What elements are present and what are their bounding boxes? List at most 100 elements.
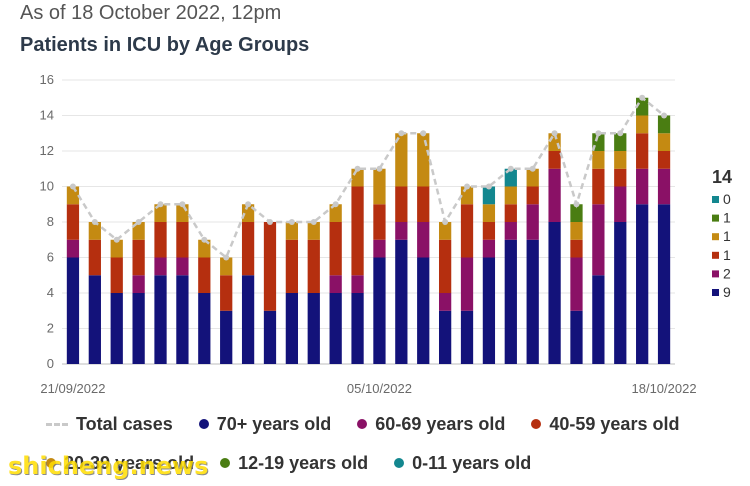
bar-segment-age-20-39	[373, 168, 386, 205]
bar-segment-age-20-39	[307, 222, 320, 240]
bar-segment-age-20-39	[285, 222, 299, 240]
bar-segment-age-40-59	[329, 222, 342, 276]
bar-segment-age-70-plus	[307, 293, 320, 364]
bar-segment-age-40-59	[438, 239, 452, 293]
bar-segment-age-70-plus	[220, 310, 233, 364]
bar-segment-age-70-plus	[132, 293, 145, 364]
bar-segment-age-60-69	[395, 222, 408, 240]
total-cases-point	[464, 183, 471, 190]
legend-item-age-0-11[interactable]: 0-11 years old	[394, 453, 531, 474]
bar-segment-age-12-19	[636, 97, 649, 116]
legend-label: 70+ years old	[216, 413, 332, 434]
bar-segment-age-40-59	[395, 186, 408, 222]
watermark: shicheng.news	[8, 452, 209, 480]
bar-segment-age-70-plus	[373, 257, 386, 364]
legend-item-age-60-69[interactable]: 60-69 years old	[357, 414, 505, 435]
total-cases-point	[551, 130, 558, 137]
bar-segment-age-40-59	[132, 239, 145, 276]
side-panel-total: 14	[712, 167, 732, 187]
bar-segment-age-40-59	[657, 151, 671, 169]
bar-segment-age-40-59	[526, 186, 539, 205]
total-cases-point	[201, 236, 208, 243]
bar-segment-age-20-39	[504, 186, 517, 205]
bar-segment-age-70-plus	[526, 239, 539, 364]
bar-segment-age-20-39	[614, 151, 627, 169]
bar-segment-age-70-plus	[110, 293, 123, 364]
legend-dot-icon	[220, 458, 231, 468]
bar-segment-age-60-69	[482, 239, 496, 258]
side-panel-swatch	[712, 233, 719, 241]
bar-segment-age-20-39	[636, 115, 649, 134]
y-tick-label: 6	[47, 250, 54, 265]
total-cases-point	[135, 219, 142, 225]
legend-item-age-70-plus[interactable]: 70+ years old	[198, 413, 332, 435]
side-panel-swatch	[712, 196, 719, 203]
bar-segment-age-20-39	[417, 133, 430, 187]
y-tick-label: 16	[40, 72, 54, 87]
bar-segment-age-40-59	[636, 133, 649, 169]
total-cases-point	[529, 165, 536, 172]
total-cases-point	[376, 165, 383, 172]
bar-segment-age-60-69	[504, 222, 517, 240]
side-panel-swatch	[712, 289, 719, 296]
total-cases-point	[507, 165, 514, 172]
bar-segment-age-70-plus	[66, 257, 80, 364]
bar-segment-age-60-69	[329, 275, 342, 293]
y-tick-label: 0	[47, 356, 54, 371]
bar-segment-age-70-plus	[88, 275, 101, 364]
total-cases-point	[573, 201, 580, 208]
bar-segment-age-70-plus	[438, 310, 452, 364]
legend-label: 40-59 years old	[549, 413, 680, 434]
side-panel-swatch	[712, 270, 719, 278]
side-panel-swatch	[712, 214, 719, 222]
bar-segment-age-0-11	[482, 186, 496, 205]
bar-segment-age-70-plus	[285, 293, 299, 364]
y-tick-label: 4	[47, 285, 54, 300]
bar-segment-age-40-59	[504, 204, 517, 222]
bar-segment-age-40-59	[548, 151, 561, 169]
bar-segment-age-60-69	[373, 239, 386, 258]
y-tick-label: 2	[47, 321, 54, 336]
total-cases-point	[595, 130, 602, 137]
bar-segment-age-20-39	[395, 133, 408, 187]
bar-segment-age-60-69	[592, 204, 605, 276]
bar-segment-age-20-39	[154, 204, 167, 222]
side-panel-value: 1	[723, 210, 731, 226]
bar-segment-age-12-19	[657, 115, 671, 134]
legend-item-total[interactable]: Total cases	[46, 414, 173, 435]
bar-segment-age-40-59	[614, 168, 627, 187]
bar-segment-age-60-69	[351, 275, 364, 293]
bar-segment-age-60-69	[636, 168, 649, 205]
total-cases-point	[332, 201, 339, 208]
legend-item-age-20-39[interactable]: 20-39 years old	[46, 453, 194, 474]
y-tick-label: 12	[40, 143, 54, 158]
bar-segment-age-40-59	[88, 239, 101, 276]
bar-segment-age-40-59	[460, 204, 474, 258]
bar-segment-age-70-plus	[460, 310, 474, 364]
legend-item-age-40-59[interactable]: 40-59 years old	[531, 414, 679, 435]
bar-segment-age-20-39	[482, 204, 496, 222]
total-cases-point	[617, 130, 624, 137]
bar-segment-age-20-39	[329, 204, 342, 222]
bar-segment-age-60-69	[417, 222, 430, 258]
y-tick-label: 10	[40, 179, 54, 194]
total-cases-point	[266, 219, 273, 225]
bar-segment-age-20-39	[132, 222, 145, 240]
x-tick-label: 18/10/2022	[632, 381, 697, 396]
bar-segment-age-40-59	[198, 257, 211, 293]
total-cases-point	[398, 130, 405, 137]
bar-segment-age-0-11	[504, 168, 517, 187]
total-cases-point	[639, 94, 646, 101]
legend-label: 60-69 years old	[375, 413, 506, 434]
bar-segment-age-20-39	[198, 239, 211, 258]
legend-label: 0-11 years old	[412, 452, 532, 473]
bar-segment-age-60-69	[438, 293, 452, 311]
legend-label: 12-19 years old	[238, 452, 369, 473]
bar-segment-age-70-plus	[176, 275, 189, 364]
legend-item-age-12-19[interactable]: 12-19 years old	[220, 453, 368, 474]
bar-segment-age-20-39	[110, 239, 123, 258]
legend-label: 20-39 years old	[64, 452, 195, 473]
bar-segment-age-60-69	[526, 204, 539, 240]
bar-segment-age-70-plus	[548, 222, 561, 364]
